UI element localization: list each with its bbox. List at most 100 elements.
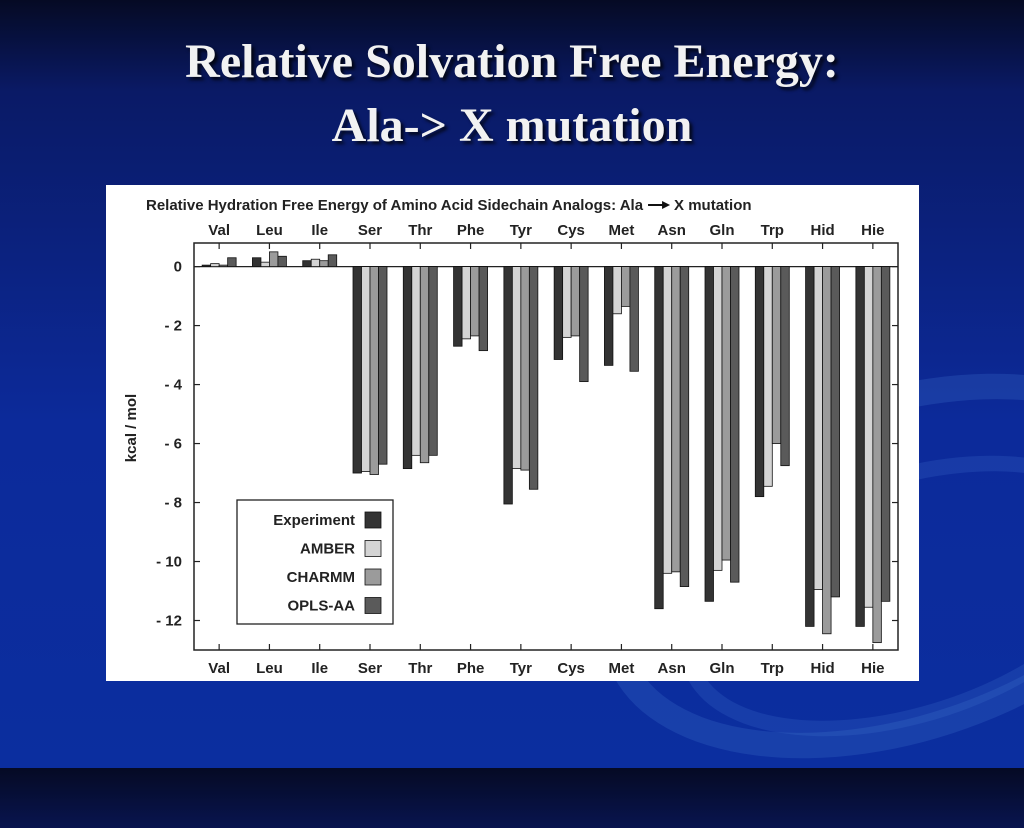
bar-gln-amber [713, 266, 723, 571]
slide-title-line1: Relative Solvation Free Energy: [185, 35, 839, 88]
bar-leu-charmm [269, 251, 279, 267]
category-label-bottom: Hid [810, 660, 834, 677]
bar-val-amber [210, 263, 220, 267]
category-label-bottom: Gln [710, 660, 735, 677]
category-label-top: Ser [358, 222, 382, 239]
bar-ile-opls-aa [327, 254, 338, 267]
category-label-top: Asn [658, 222, 686, 239]
bar-leu-amber [260, 261, 270, 267]
bar-cys-charmm [570, 266, 581, 337]
bar-val-opls-aa [227, 257, 237, 267]
bar-asn-amber [662, 266, 673, 574]
y-tick-label: - 2 [164, 318, 182, 335]
bar-gln-charmm [721, 266, 731, 561]
bar-asn-experiment [654, 266, 664, 610]
category-label-bottom: Hie [861, 660, 884, 677]
y-tick-label: 0 [174, 259, 182, 276]
category-label-top: Ile [311, 222, 328, 239]
category-label-top: Tyr [510, 222, 532, 239]
category-label-top: Cys [557, 222, 585, 239]
bar-hid-charmm [822, 266, 832, 635]
category-label-bottom: Cys [557, 660, 585, 677]
slide-title: Relative Solvation Free Energy: Ala-> X … [0, 30, 1024, 158]
bar-met-amber [612, 266, 622, 315]
category-label-bottom: Thr [408, 660, 432, 677]
category-label-bottom: Val [208, 660, 230, 677]
y-axis-label: kcal / mol [123, 394, 140, 462]
bar-trp-experiment [754, 266, 765, 498]
bar-ser-charmm [369, 266, 379, 475]
bar-hie-opls-aa [880, 266, 891, 602]
legend-label-opls-aa: OPLS-AA [288, 598, 356, 615]
bar-met-opls-aa [629, 266, 639, 372]
bar-phe-amber [461, 266, 471, 340]
y-tick-label: - 4 [164, 377, 182, 394]
bar-trp-amber [763, 266, 773, 487]
bar-ser-experiment [352, 266, 362, 474]
bar-cys-experiment [553, 266, 564, 360]
bar-hie-charmm [872, 266, 882, 644]
y-tick-label: - 12 [156, 613, 182, 630]
y-tick-label: - 10 [156, 554, 182, 571]
category-label-bottom: Phe [457, 660, 485, 677]
bar-val-charmm [218, 264, 229, 267]
bar-ile-charmm [319, 260, 329, 267]
bar-ile-amber [310, 258, 321, 267]
bar-met-charmm [621, 266, 631, 307]
bar-cys-opls-aa [579, 266, 589, 383]
category-label-bottom: Tyr [510, 660, 532, 677]
bar-tyr-experiment [503, 266, 513, 505]
bar-tyr-charmm [520, 266, 530, 471]
bar-hid-amber [813, 266, 823, 590]
plot-area: 0 - 2 - 4 - 6 - 8 - 10 - 12 Val Val Leu Leu Ile Ile S… [156, 222, 899, 677]
slide-title-line2: Ala-> X mutation [331, 99, 693, 152]
legend-swatch-opls-aa [364, 597, 382, 614]
bar-tyr-amber [511, 266, 522, 470]
chart-title-suffix: X mutation [674, 197, 752, 214]
y-tick-label: - 8 [164, 495, 182, 512]
category-label-top: Thr [408, 222, 432, 239]
y-tick-label: - 6 [164, 436, 182, 453]
category-label-bottom: Leu [256, 660, 283, 677]
chart-panel: Relative Hydration Free Energy of Amino … [106, 185, 919, 681]
category-label-top: Hid [810, 222, 834, 239]
legend-label-experiment: Experiment [273, 512, 355, 529]
category-label-top: Trp [761, 222, 784, 239]
category-label-top: Val [208, 222, 230, 239]
bar-leu-opls-aa [277, 255, 287, 267]
bar-hid-experiment [805, 266, 815, 627]
bar-thr-charmm [419, 266, 430, 464]
category-label-top: Gln [710, 222, 735, 239]
bar-chart: Relative Hydration Free Energy of Amino … [123, 197, 899, 677]
bar-leu-experiment [252, 257, 262, 267]
bar-trp-opls-aa [780, 266, 790, 467]
legend-swatch-amber [364, 540, 382, 557]
bar-hie-amber [863, 266, 874, 608]
bar-thr-amber [411, 266, 421, 456]
chart-title: Relative Hydration Free Energy of Amino … [146, 197, 644, 214]
category-label-bottom: Trp [761, 660, 784, 677]
arrow-head-icon [662, 201, 671, 209]
legend-label-charmm: CHARMM [287, 569, 355, 586]
bar-met-experiment [604, 266, 614, 366]
category-label-bottom: Asn [658, 660, 686, 677]
bar-asn-opls-aa [679, 266, 690, 587]
bar-gln-opls-aa [730, 266, 740, 583]
bar-ser-amber [361, 266, 371, 472]
bar-gln-experiment [704, 266, 714, 602]
bar-phe-experiment [453, 266, 463, 347]
legend-label-amber: AMBER [300, 541, 355, 558]
bar-tyr-opls-aa [528, 266, 539, 490]
legend-swatch-charmm [364, 568, 382, 586]
category-label-top: Met [609, 222, 635, 239]
bar-asn-charmm [671, 266, 681, 573]
category-label-top: Leu [256, 222, 283, 239]
bar-phe-opls-aa [478, 266, 488, 352]
bar-cys-amber [562, 266, 572, 338]
bar-thr-opls-aa [428, 266, 438, 456]
bar-hid-opls-aa [830, 266, 840, 598]
legend-swatch-experiment [364, 511, 382, 529]
bar-thr-experiment [402, 266, 413, 470]
bar-ile-experiment [302, 260, 312, 267]
category-label-top: Phe [457, 222, 485, 239]
